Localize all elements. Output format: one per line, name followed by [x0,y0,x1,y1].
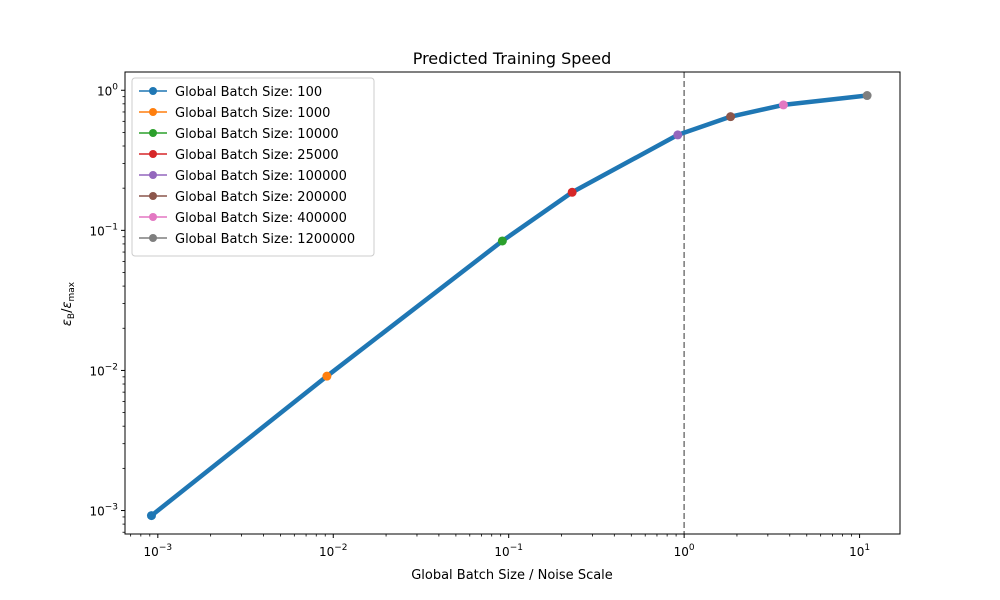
y-axis-title-sub-1: B [67,313,77,319]
y-tick-base-4: 10 [97,84,112,98]
legend-marker-4 [149,150,157,158]
legend-label-7: Global Batch Size: 400000 [175,211,347,226]
data-point-5 [673,130,683,140]
legend-marker-1 [149,87,157,95]
chart-title: Predicted Training Speed [413,49,612,68]
y-axis-title-base-1: ε [60,319,75,326]
legend-marker-2 [149,108,157,116]
data-point-2 [322,371,332,381]
data-point-8 [862,91,872,101]
x-tick-exp-3: −1 [510,543,523,553]
y-tick-base-2: 10 [89,364,104,378]
y-axis-title-slash: / [60,308,75,313]
x-tick-label-3: 10−1 [494,543,523,559]
legend-label-6: Global Batch Size: 200000 [175,190,347,205]
y-tick-exp-1: −3 [105,503,118,513]
legend-label-1: Global Batch Size: 100 [175,85,322,100]
x-tick-base-3: 10 [494,545,509,559]
y-tick-label-3: 10−1 [89,222,118,238]
data-point-4 [567,187,577,197]
legend-marker-5 [149,171,157,179]
x-tick-base-4: 10 [674,545,689,559]
legend-label-8: Global Batch Size: 1200000 [175,232,355,247]
legend-label-4: Global Batch Size: 25000 [175,148,339,163]
y-tick-label-4: 100 [97,82,118,98]
legend-marker-7 [149,213,157,221]
x-tick-base-2: 10 [319,545,334,559]
y-tick-label-1: 10−3 [89,503,118,519]
y-axis-title: εB/εmax [60,281,77,326]
x-tick-exp-4: 0 [689,543,695,553]
data-point-3 [497,236,507,246]
legend: Global Batch Size: 100 Global Batch Size:… [131,77,375,257]
x-axis-title: Global Batch Size / Noise Scale [411,568,613,583]
plot-area [124,71,901,535]
x-tick-label-4: 100 [674,543,695,559]
legend-label-5: Global Batch Size: 100000 [175,169,347,184]
legend-marker-6 [149,192,157,200]
x-tick-base-1: 10 [144,545,159,559]
legend-label-3: Global Batch Size: 10000 [175,127,339,142]
x-tick-exp-1: −3 [159,543,172,553]
legend-marker-3 [149,129,157,137]
legend-box [131,77,375,257]
legend-marker-8 [149,234,157,242]
y-axis-title-sub-2: max [67,281,77,301]
x-tick-label-1: 10−3 [144,543,173,559]
y-tick-exp-2: −2 [105,362,118,372]
data-point-1 [146,511,156,521]
y-tick-base-3: 10 [89,224,104,238]
x-tick-exp-5: 1 [864,543,870,553]
x-tick-base-5: 10 [849,545,864,559]
y-tick-label-2: 10−2 [89,362,118,378]
training-speed-curve [149,93,870,518]
x-tick-exp-2: −2 [334,543,347,553]
legend-label-2: Global Batch Size: 1000 [175,106,330,121]
data-point-7 [778,100,788,110]
plot-frame [124,71,901,535]
y-tick-base-1: 10 [89,505,104,519]
x-tick-label-2: 10−2 [319,543,348,559]
x-tick-label-5: 101 [849,543,870,559]
y-tick-exp-3: −1 [105,222,118,232]
y-tick-exp-4: 0 [112,82,118,92]
y-axis-title-base-2: ε [60,301,75,308]
data-point-6 [726,112,736,122]
